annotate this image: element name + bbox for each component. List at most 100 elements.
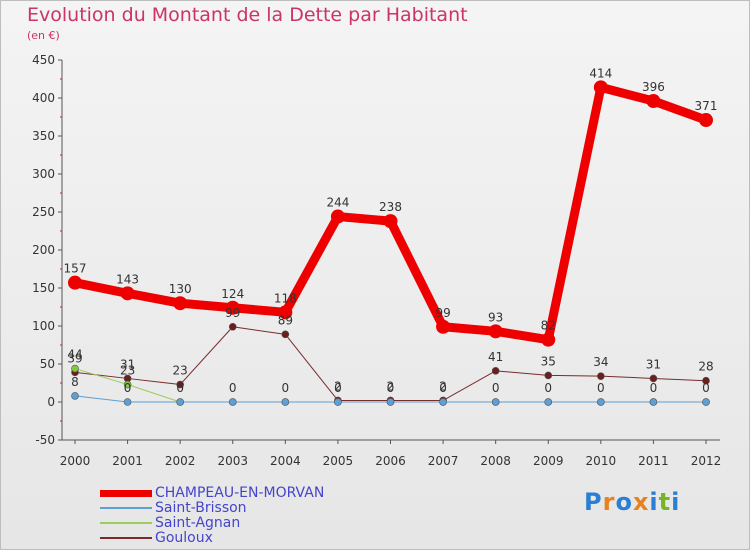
data-point — [439, 398, 447, 406]
x-tick-label: 2011 — [638, 454, 669, 468]
data-label: 99 — [435, 306, 450, 320]
y-tick-label: 200 — [32, 243, 55, 257]
legend-label: Saint-Brisson — [155, 500, 247, 516]
y-tick-label: -50 — [35, 433, 55, 447]
legend-swatch — [100, 522, 152, 524]
logo-letter: o — [615, 488, 633, 516]
y-tick-label: 150 — [32, 281, 55, 295]
y-tick-label: 0 — [47, 395, 55, 409]
data-point — [278, 305, 293, 320]
data-point — [176, 398, 184, 406]
x-tick-label: 2004 — [270, 454, 301, 468]
logo-letter: i — [671, 488, 681, 516]
data-point — [71, 364, 79, 373]
x-tick-label: 2006 — [375, 454, 406, 468]
data-point — [173, 296, 188, 311]
data-point — [649, 374, 658, 383]
y-tick-label: 350 — [32, 129, 55, 143]
data-label: 8 — [71, 375, 79, 389]
data-point — [649, 398, 658, 406]
data-point — [702, 398, 710, 406]
data-label: 238 — [379, 200, 402, 214]
data-point — [541, 332, 556, 347]
y-unit-label: (en €) — [27, 29, 60, 42]
data-label: 31 — [646, 357, 661, 371]
data-point — [386, 398, 395, 406]
data-point — [176, 380, 184, 389]
data-label: 0 — [387, 381, 395, 395]
data-point — [491, 398, 500, 406]
data-label: 244 — [326, 196, 349, 210]
data-label: 0 — [492, 381, 500, 395]
data-label: 0 — [650, 381, 658, 395]
data-point — [281, 398, 290, 406]
data-label: 2 — [387, 379, 395, 393]
y-tick-label: 400 — [32, 91, 55, 105]
data-label: 89 — [278, 313, 293, 327]
data-label: 2 — [439, 379, 447, 393]
legend-swatch — [100, 537, 152, 539]
data-label: 99 — [225, 306, 240, 320]
legend-swatch — [100, 489, 152, 497]
data-point — [544, 371, 553, 380]
data-label: 0 — [282, 381, 290, 395]
data-label: 124 — [221, 287, 244, 301]
data-label: 23 — [173, 364, 188, 378]
data-label: 35 — [541, 354, 556, 368]
y-tick-label: 300 — [32, 167, 55, 181]
data-label: 130 — [169, 282, 192, 296]
x-tick-label: 2012 — [691, 454, 722, 468]
data-point — [281, 330, 290, 339]
data-point — [334, 398, 342, 406]
data-point — [68, 275, 82, 290]
data-label: 31 — [120, 357, 135, 371]
logo-letter: t — [658, 488, 672, 516]
y-tick-label: 250 — [32, 205, 55, 219]
data-label: 0 — [702, 381, 710, 395]
x-tick-label: 2008 — [480, 454, 511, 468]
x-tick-label: 2005 — [323, 454, 354, 468]
y-tick-label: 450 — [32, 53, 55, 67]
logo-letter: x — [632, 488, 650, 516]
x-tick-label: 2001 — [112, 454, 143, 468]
data-point — [699, 113, 713, 128]
x-tick-label: 2002 — [165, 454, 196, 468]
data-label: 0 — [544, 381, 552, 395]
data-label: 0 — [334, 381, 342, 395]
data-label: 39 — [67, 351, 82, 365]
data-label: 157 — [64, 262, 87, 276]
data-point — [544, 398, 553, 406]
data-label: 118 — [274, 291, 297, 305]
data-label: 414 — [589, 66, 612, 80]
logo-letter: P — [584, 488, 603, 516]
proxiti-logo: Proxiti — [584, 488, 680, 516]
data-point — [646, 94, 661, 109]
logo-letter: r — [602, 488, 616, 516]
data-label: 44 — [67, 348, 82, 362]
chart-title: Evolution du Montant de la Dette par Hab… — [27, 4, 468, 26]
data-point — [593, 80, 608, 95]
data-point — [71, 392, 79, 400]
data-point — [330, 209, 345, 224]
x-tick-label: 2000 — [60, 454, 91, 468]
legend-label: CHAMPEAU-EN-MORVAN — [155, 485, 325, 501]
data-point — [597, 372, 605, 380]
data-label: 371 — [695, 99, 718, 113]
data-point — [123, 398, 132, 406]
data-label: 0 — [439, 381, 447, 395]
data-label: 2 — [334, 379, 342, 393]
data-point — [120, 286, 135, 301]
data-point — [597, 398, 605, 406]
logo-letter: i — [649, 488, 659, 516]
y-tick-label: 50 — [40, 357, 55, 371]
data-label: 93 — [488, 310, 503, 324]
data-label: 0 — [124, 381, 132, 395]
data-label: 82 — [541, 319, 556, 333]
data-label: 41 — [488, 350, 503, 364]
x-tick-label: 2003 — [217, 454, 248, 468]
legend-label: Saint-Agnan — [155, 515, 241, 531]
data-label: 396 — [642, 80, 665, 94]
data-point — [491, 367, 500, 375]
data-label: 0 — [597, 381, 605, 395]
